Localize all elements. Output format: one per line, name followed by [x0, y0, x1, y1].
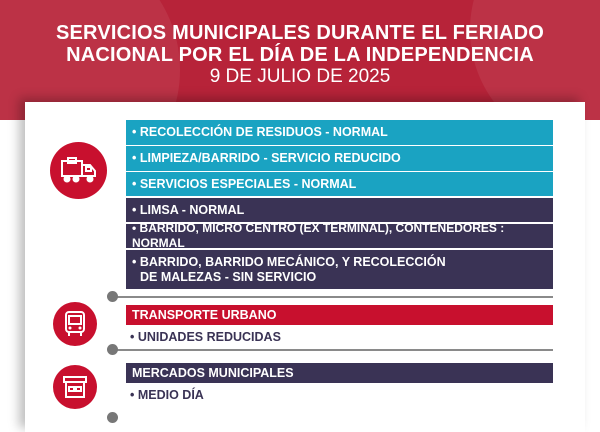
mercados-detail: • MEDIO DÍA — [130, 388, 204, 402]
service-row-line: • BARRIDO, BARRIDO MECÁNICO, Y RECOLECCI… — [132, 254, 446, 269]
bus-icon — [53, 302, 97, 346]
service-row: • RECOLECCIÓN DE RESIDUOS - NORMAL — [126, 120, 553, 145]
service-row: • SERVICIOS ESPECIALES - NORMAL — [126, 172, 553, 196]
market-stall-icon — [53, 365, 97, 409]
service-row: • LIMSA - NORMAL — [126, 198, 553, 222]
divider — [113, 349, 553, 351]
divider-dot — [107, 291, 118, 302]
decor-shape — [0, 0, 180, 120]
decor-shape — [470, 0, 600, 120]
service-row: • BARRIDO, MICRO CENTRO (EX TERMINAL), C… — [126, 221, 553, 250]
section-title-mercados: MERCADOS MUNICIPALES — [126, 363, 553, 383]
date: 9 DE JULIO DE 2025 — [209, 66, 391, 87]
divider-dot — [107, 344, 118, 355]
divider — [113, 296, 553, 298]
service-row: • LIMPIEZA/BARRIDO - SERVICIO REDUCIDO — [126, 146, 553, 171]
service-row-line: DE MALEZAS - SIN SERVICIO — [140, 269, 317, 284]
transporte-detail: • UNIDADES REDUCIDAS — [130, 330, 281, 344]
section-title-transporte: TRANSPORTE URBANO — [126, 305, 553, 325]
service-row: • BARRIDO, BARRIDO MECÁNICO, Y RECOLECCI… — [126, 250, 553, 289]
garbage-truck-icon — [50, 142, 107, 199]
header-banner: SERVICIOS MUNICIPALES DURANTE EL FERIADO… — [0, 0, 600, 120]
page-title: SERVICIOS MUNICIPALES DURANTE EL FERIADO… — [55, 22, 545, 66]
